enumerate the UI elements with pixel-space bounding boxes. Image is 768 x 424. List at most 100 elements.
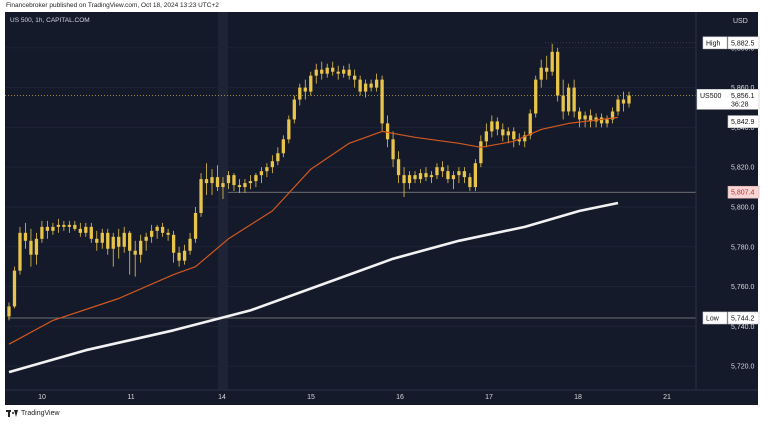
- y-tick-label: 5,780.0: [731, 244, 754, 251]
- candle-body: [396, 159, 401, 176]
- candle-body: [369, 83, 373, 88]
- candle-body: [73, 224, 77, 229]
- candle-body: [523, 135, 527, 142]
- price-chart[interactable]: US 500, 1h, CAPITAL.COM USD 5,720.0 5,740…: [0, 0, 768, 410]
- candle-body: [347, 69, 351, 76]
- candle-body: [599, 117, 604, 124]
- current-price-value: 5,856.1: [731, 93, 754, 100]
- candle-body: [292, 99, 296, 120]
- candle-body: [182, 250, 187, 261]
- extreme-tag-label: High: [706, 40, 721, 47]
- level-lines: [5, 42, 696, 319]
- extreme-value: 5,744.2: [731, 315, 754, 322]
- candle-body: [468, 177, 472, 188]
- candle-body: [435, 167, 439, 176]
- candle-body: [627, 95, 631, 104]
- candle-body: [462, 171, 467, 178]
- candle-body: [457, 171, 461, 176]
- candle-body: [106, 232, 110, 249]
- session-highlight: [218, 12, 228, 390]
- candle-body: [358, 79, 362, 92]
- candle-body: [320, 69, 324, 74]
- y-tick-label: 5,860.0: [731, 85, 754, 92]
- candle-body: [512, 131, 516, 140]
- candle-body: [199, 179, 203, 213]
- candle-body: [89, 226, 93, 239]
- publisher-header: Financebroker published on TradingView.c…: [6, 2, 219, 9]
- current-price-badge: [696, 89, 760, 110]
- candle-body: [446, 171, 450, 180]
- candle-body: [539, 67, 543, 80]
- symbol-label: US 500, 1h, CAPITAL.COM: [10, 17, 90, 24]
- candle-body: [385, 123, 390, 140]
- support-value: 5,807.4: [731, 190, 754, 197]
- candle-body: [133, 250, 137, 255]
- candle-body: [407, 175, 412, 184]
- candle-body: [424, 173, 428, 178]
- candle-body: [171, 234, 176, 253]
- moving-averages: [8, 116, 619, 374]
- candle-body: [418, 173, 423, 180]
- bar-countdown: 36:28: [731, 101, 749, 108]
- candle-body: [117, 236, 121, 247]
- support-badge: [727, 185, 760, 199]
- candle-body: [193, 212, 198, 239]
- ema-short-line: [8, 116, 619, 345]
- candle-body: [188, 238, 192, 251]
- candle-body: [363, 83, 368, 92]
- x-tick-label: 17: [485, 394, 493, 401]
- candle-body: [248, 181, 253, 184]
- candle-body: [325, 67, 329, 74]
- candle-body: [402, 175, 406, 184]
- x-tick-label: 15: [307, 394, 315, 401]
- current-price-symbol: US500: [700, 93, 722, 100]
- candle-body: [18, 232, 22, 271]
- candle-body: [122, 232, 126, 247]
- candle-body: [204, 179, 209, 184]
- candle-body: [237, 185, 242, 188]
- candle-body: [7, 306, 11, 317]
- candle-body: [380, 79, 384, 124]
- candle-body: [177, 252, 181, 261]
- x-axis: 10 11 14 15 16 17 18 21: [38, 394, 671, 401]
- candle-body: [577, 111, 582, 120]
- candle-body: [479, 141, 483, 164]
- candle-body: [314, 69, 318, 76]
- candle-body: [506, 131, 510, 136]
- extreme-tag: [702, 36, 728, 50]
- candle-body: [254, 175, 258, 182]
- candle-body: [309, 75, 313, 92]
- candle-body: [556, 51, 560, 96]
- candle-body: [605, 119, 609, 124]
- y-tick-label: 5,740.0: [731, 324, 754, 331]
- candle-body: [610, 111, 615, 120]
- candle-body: [265, 167, 269, 172]
- ema-long-line: [8, 201, 619, 374]
- candle-body: [84, 226, 88, 233]
- candle-body: [484, 131, 488, 142]
- candle-body: [594, 117, 598, 122]
- candle-body: [78, 228, 82, 233]
- candle-body: [215, 177, 220, 188]
- tradingview-logo-icon: [6, 410, 18, 417]
- candle-body: [128, 232, 132, 251]
- chart-background: [5, 12, 758, 405]
- candle-body: [545, 67, 549, 72]
- extreme-value: 5,882.5: [731, 40, 754, 47]
- candle-body: [303, 87, 307, 92]
- footer-brand: TradingView: [21, 410, 60, 417]
- footer: TradingView: [6, 410, 60, 417]
- candle-body: [111, 236, 115, 249]
- candle-body: [534, 79, 538, 114]
- candle-body: [495, 121, 499, 130]
- candle-body: [473, 163, 478, 188]
- candle-body: [550, 51, 554, 72]
- candle-body: [243, 183, 247, 188]
- candle-body: [29, 240, 33, 255]
- candle-body: [451, 175, 456, 180]
- candle-body: [528, 113, 532, 136]
- candle-body: [144, 236, 148, 241]
- candle-body: [56, 224, 61, 227]
- candle-body: [232, 175, 236, 186]
- x-tick-label: 11: [127, 394, 134, 401]
